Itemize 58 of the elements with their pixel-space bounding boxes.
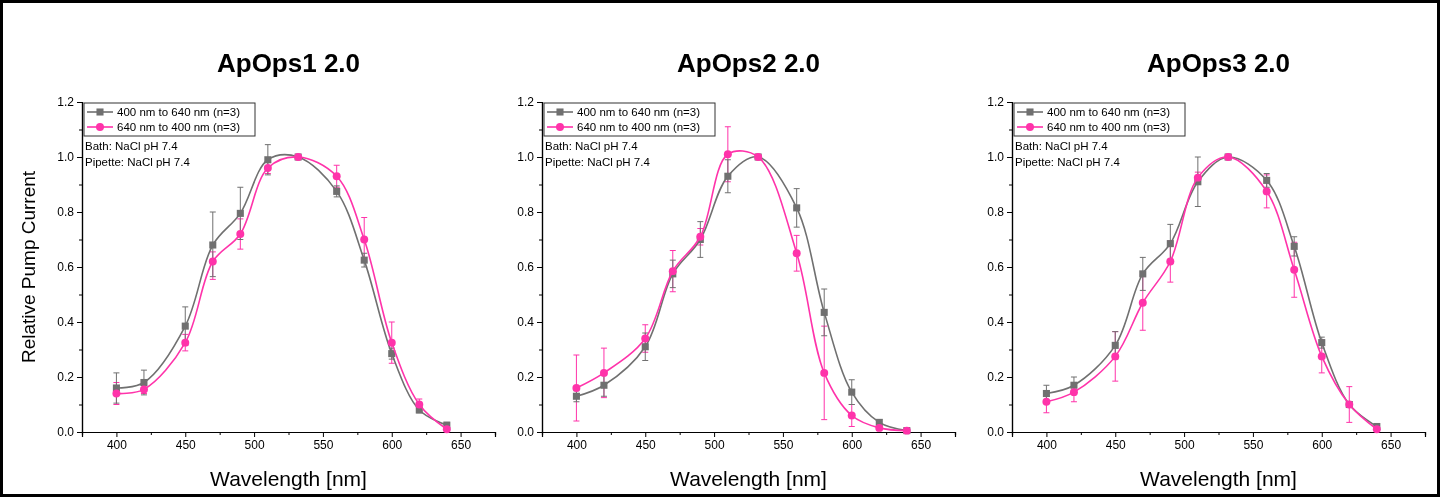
y-tick-label: 0.8: [57, 205, 75, 220]
x-tick-label: 550: [1243, 437, 1264, 452]
x-tick-label: 500: [244, 437, 265, 452]
x-tick-label: 600: [1312, 437, 1333, 452]
y-tick-label: 0.6: [57, 260, 75, 275]
annotation: Pipette: NaCl pH 7.4: [1015, 156, 1121, 168]
legend-label: 640 nm to 400 nm (n=3): [577, 121, 701, 133]
x-tick-label: 600: [842, 437, 863, 452]
y-tick-label: 0.4: [517, 315, 535, 330]
y-tick-label: 0.4: [57, 315, 75, 330]
legend-label: 400 nm to 640 nm (n=3): [117, 106, 241, 118]
annotation: Bath: NaCl pH 7.4: [545, 140, 639, 152]
annotation: Bath: NaCl pH 7.4: [1015, 140, 1109, 152]
x-axis-title: Wavelength [nm]: [1140, 467, 1297, 490]
x-tick-label: 650: [911, 437, 932, 452]
annotation: Pipette: NaCl pH 7.4: [85, 156, 191, 168]
y-tick-label: 1.0: [517, 150, 535, 165]
legend-label: 400 nm to 640 nm (n=3): [1047, 106, 1171, 118]
y-tick-label: 0.0: [517, 425, 535, 440]
x-tick-label: 400: [566, 437, 588, 452]
y-tick-label: 0.4: [987, 315, 1005, 330]
legend-label: 640 nm to 400 nm (n=3): [1047, 121, 1171, 133]
y-tick-label: 0.6: [517, 260, 535, 275]
x-axis-title: Wavelength [nm]: [670, 467, 827, 490]
x-tick-label: 500: [1174, 437, 1195, 452]
chart-title: ApOps1 2.0: [216, 48, 361, 78]
y-tick-label: 0.2: [517, 370, 535, 385]
x-tick-label: 650: [1381, 437, 1402, 452]
x-tick-label: 550: [313, 437, 334, 452]
x-tick-label: 400: [1036, 437, 1058, 452]
legend-label: 640 nm to 400 nm (n=3): [117, 121, 241, 133]
y-tick-label: 0.2: [987, 370, 1005, 385]
x-tick-label: 400: [106, 437, 128, 452]
y-tick-label: 0.0: [987, 425, 1005, 440]
x-tick-label: 650: [451, 437, 472, 452]
y-tick-label: 0.8: [987, 205, 1005, 220]
y-tick-label: 0.2: [57, 370, 75, 385]
y-tick-label: 1.2: [987, 95, 1005, 110]
y-tick-label: 1.2: [57, 95, 75, 110]
y-axis-title: Relative Pump Current: [18, 170, 39, 364]
y-tick-label: 1.0: [57, 150, 75, 165]
y-tick-label: 1.0: [987, 150, 1005, 165]
x-tick-label: 450: [175, 437, 197, 452]
x-axis-title: Wavelength [nm]: [210, 467, 367, 490]
y-tick-label: 1.2: [517, 95, 535, 110]
y-tick-label: 0.8: [517, 205, 535, 220]
x-tick-label: 450: [1105, 437, 1127, 452]
x-tick-label: 550: [773, 437, 794, 452]
y-tick-label: 0.6: [987, 260, 1005, 275]
x-tick-label: 450: [635, 437, 657, 452]
x-tick-label: 600: [382, 437, 403, 452]
annotation: Bath: NaCl pH 7.4: [85, 140, 179, 152]
chart-title: ApOps3 2.0: [1146, 48, 1291, 78]
y-tick-label: 0.0: [57, 425, 75, 440]
annotation: Pipette: NaCl pH 7.4: [545, 156, 651, 168]
chart-title: ApOps2 2.0: [676, 48, 821, 78]
legend-label: 400 nm to 640 nm (n=3): [577, 106, 701, 118]
x-tick-label: 500: [704, 437, 725, 452]
